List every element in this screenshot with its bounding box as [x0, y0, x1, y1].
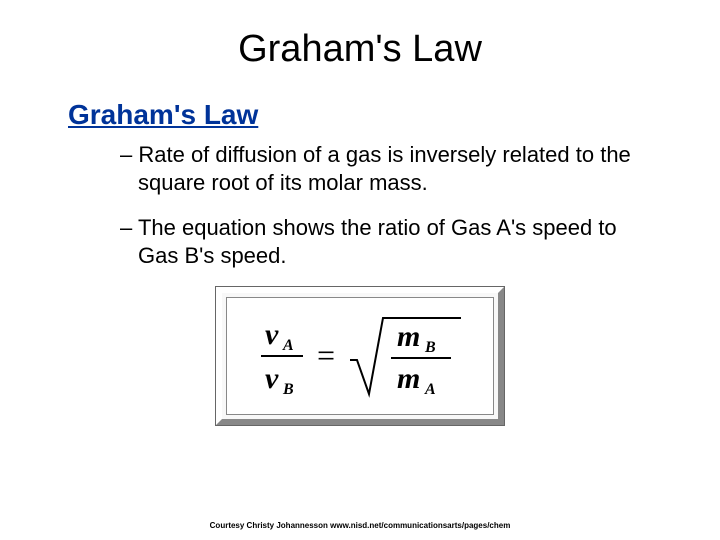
section-subtitle: Graham's Law	[68, 99, 670, 131]
credit-line: Courtesy Christy Johannesson www.nisd.ne…	[0, 521, 720, 530]
bullet-1: Rate of diffusion of a gas is inversely …	[120, 141, 650, 196]
sub-B-left: B	[282, 381, 294, 398]
page-title: Graham's Law	[50, 28, 670, 71]
bullet-2: The equation shows the ratio of Gas A's …	[120, 214, 650, 269]
equation-frame: v A v B = m B m A	[216, 287, 504, 425]
sub-A-right: A	[424, 381, 436, 398]
equation-inner: v A v B = m B m A	[226, 297, 494, 415]
sub-B-right: B	[424, 339, 436, 356]
var-mA: m	[397, 362, 420, 395]
var-vA: v	[265, 318, 279, 351]
slide-container: Graham's Law Graham's Law Rate of diffus…	[0, 0, 720, 540]
var-mB: m	[397, 320, 420, 353]
var-vB: v	[265, 362, 279, 395]
equation-container: v A v B = m B m A	[50, 287, 670, 425]
sub-A-left: A	[282, 337, 294, 354]
grahams-law-equation: v A v B = m B m A	[255, 312, 465, 400]
equals-sign: =	[317, 337, 335, 373]
